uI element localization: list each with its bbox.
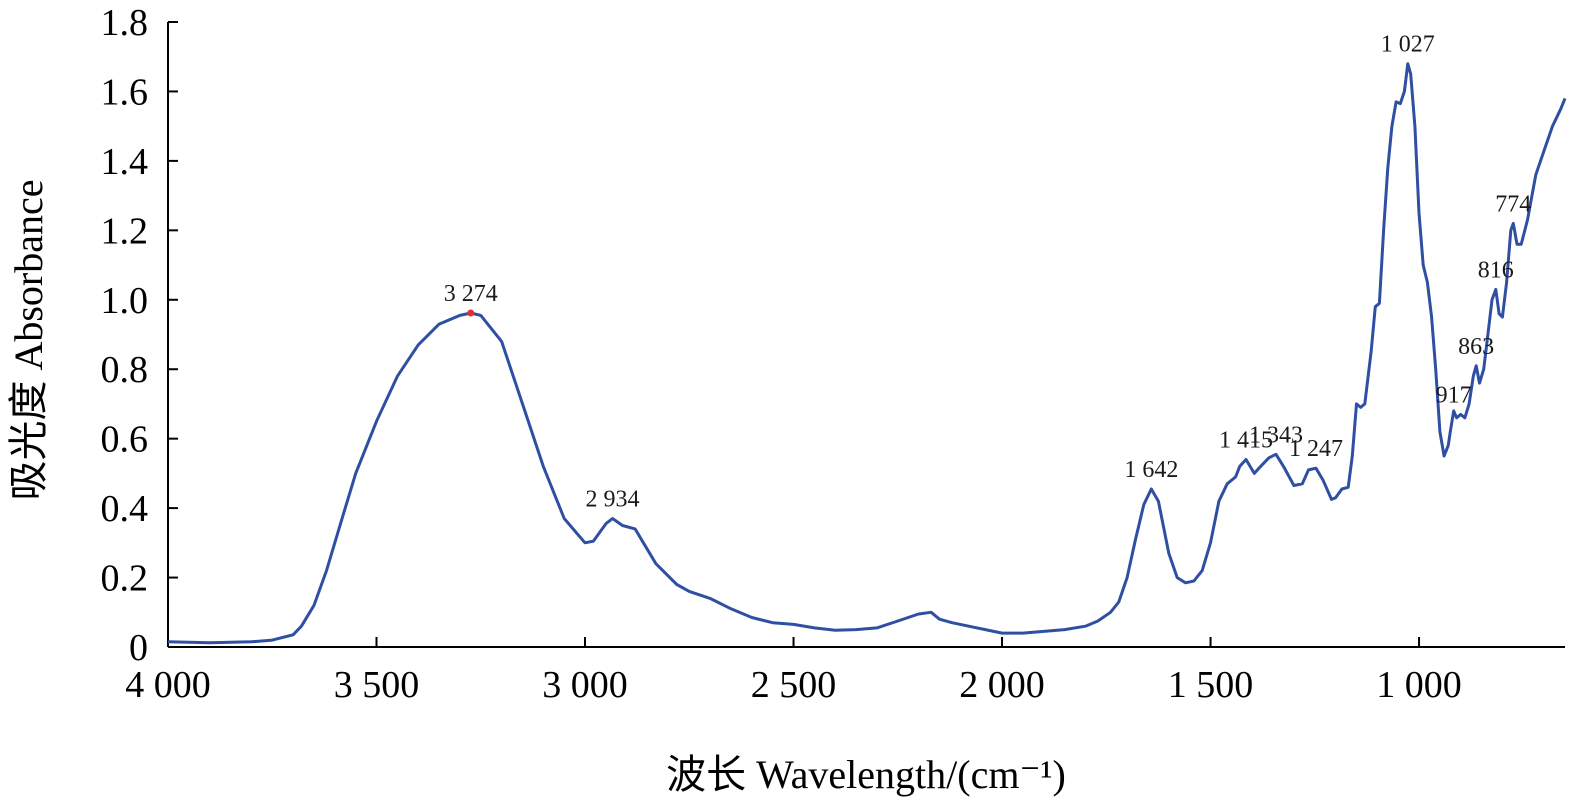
peak-label: 1 642 bbox=[1124, 457, 1178, 483]
y-tick-label: 1.0 bbox=[101, 280, 149, 322]
y-tick-label: 0.2 bbox=[101, 558, 149, 600]
y-tick-label: 0.6 bbox=[101, 419, 149, 461]
x-tick-label: 4 000 bbox=[125, 664, 211, 706]
y-tick-label: 0 bbox=[129, 627, 148, 669]
axes bbox=[167, 22, 1565, 648]
x-ticks: 4 000 3 500 3 000 2 500 2 000 1 500 1 000 bbox=[125, 637, 1462, 706]
y-tick-label: 0.8 bbox=[101, 349, 149, 391]
peak-label: 863 bbox=[1458, 334, 1494, 360]
x-tick-label: 3 000 bbox=[542, 664, 628, 706]
y-ticks: 0 0.2 0.4 0.6 0.8 1.0 1.2 1.4 1.6 1.8 bbox=[101, 2, 178, 669]
x-tick-label: 1 500 bbox=[1168, 664, 1254, 706]
peak-label: 774 bbox=[1495, 191, 1531, 217]
y-tick-label: 1.4 bbox=[101, 141, 149, 183]
y-tick-label: 1.6 bbox=[101, 71, 149, 113]
y-tick-label: 1.8 bbox=[101, 2, 149, 44]
x-tick-label: 3 500 bbox=[334, 664, 420, 706]
y-tick-label: 1.2 bbox=[101, 210, 149, 252]
x-tick-label: 2 000 bbox=[959, 664, 1045, 706]
peak-marker bbox=[467, 309, 475, 317]
y-axis-label: 吸光度 Absorbance bbox=[6, 179, 51, 500]
x-tick-label: 2 500 bbox=[751, 664, 837, 706]
peak-label: 2 934 bbox=[586, 487, 640, 513]
peak-label: 3 274 bbox=[444, 281, 498, 307]
x-axis-label: 波长 Wavelength/(cm⁻¹) bbox=[666, 752, 1066, 797]
spectrum-line bbox=[167, 62, 1567, 645]
y-tick-label: 0.4 bbox=[101, 488, 149, 530]
peak-label: 1 027 bbox=[1381, 32, 1435, 58]
peak-label: 816 bbox=[1478, 257, 1514, 283]
x-tick-label: 1 000 bbox=[1376, 664, 1462, 706]
peak-label: 1 343 bbox=[1249, 422, 1303, 448]
peak-label: 1 247 bbox=[1289, 436, 1343, 462]
peak-label: 917 bbox=[1436, 382, 1472, 408]
peak-label: 1 415 bbox=[1219, 428, 1273, 454]
